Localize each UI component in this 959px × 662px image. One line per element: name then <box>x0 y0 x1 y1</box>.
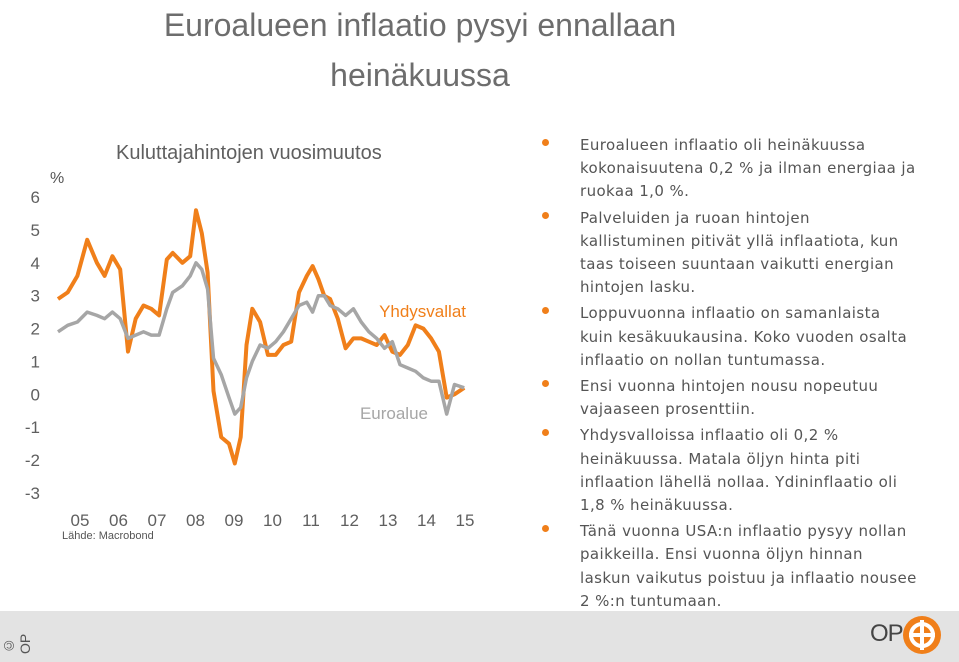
page-title-line-2: heinäkuussa <box>330 57 510 93</box>
copyright-text: © OP <box>1 633 33 654</box>
x-tick-label: 13 <box>379 511 398 530</box>
bullet-item: Yhdysvalloissa inflaatio oli 0,2 % heinä… <box>538 424 918 517</box>
x-tick-label: 15 <box>456 511 475 530</box>
y-tick-label: 4 <box>31 254 40 273</box>
y-tick-label: -2 <box>25 451 40 470</box>
bullet-text: Yhdysvalloissa inflaatio oli 0,2 % heinä… <box>580 426 898 515</box>
series-label: Yhdysvallat <box>379 302 466 321</box>
series-line-yhdysvallat <box>56 208 466 466</box>
series-label: Euroalue <box>360 404 428 423</box>
y-tick-label: 6 <box>31 188 40 207</box>
y-tick-label: 1 <box>31 352 40 371</box>
bullet-text: Palveluiden ja ruoan hintojen kallistumi… <box>580 208 899 297</box>
y-tick-label: -3 <box>25 484 40 503</box>
x-tick-label: 06 <box>109 511 128 530</box>
chart-title: Kuluttajahintojen vuosimuutos <box>116 142 382 164</box>
y-tick-label: 5 <box>31 221 40 240</box>
bullet-text: Loppuvuonna inflaatio on samanlaista kui… <box>580 304 908 369</box>
x-tick-label: 05 <box>71 511 90 530</box>
logo-text: OP <box>870 620 904 647</box>
x-tick-label: 12 <box>340 511 359 530</box>
op-logo-icon <box>903 616 941 654</box>
bullet-dot-icon <box>542 211 549 219</box>
bullet-item: Ensi vuonna hintojen nousu nopeutuu vaja… <box>538 375 918 421</box>
y-tick-label: 0 <box>31 385 40 404</box>
bullet-text: Euroalueen inflaatio oli heinäkuussa kok… <box>580 136 916 201</box>
bullet-dot-icon <box>542 525 549 533</box>
bullet-dot-icon <box>542 380 549 388</box>
x-tick-label: 09 <box>225 511 244 530</box>
op-logo: OP <box>870 614 944 656</box>
bullet-dot-icon <box>542 139 549 146</box>
x-tick-label: 08 <box>186 511 205 530</box>
x-tick-label: 14 <box>417 511 436 530</box>
page-title: Euroalueen inflaatio pysyi ennallaan hei… <box>140 0 700 100</box>
chart-source: Lähde: Macrobond <box>62 530 154 542</box>
y-tick-label: -1 <box>25 418 40 437</box>
bullet-item: Palveluiden ja ruoan hintojen kallistumi… <box>538 207 918 300</box>
bullet-item: Euroalueen inflaatio oli heinäkuussa kok… <box>538 134 918 204</box>
bullet-text: Tänä vuonna USA:n inflaatio pysyy nollan… <box>580 522 917 610</box>
bullet-list: Euroalueen inflaatio oli heinäkuussa kok… <box>538 134 918 616</box>
x-tick-label: 07 <box>148 511 167 530</box>
page-title-line-1: Euroalueen inflaatio pysyi ennallaan <box>163 7 677 43</box>
footer-bar <box>0 611 959 662</box>
bullet-item: Tänä vuonna USA:n inflaatio pysyy nollan… <box>538 520 918 613</box>
bullet-item: Loppuvuonna inflaatio on samanlaista kui… <box>538 302 918 372</box>
bullet-dot-icon <box>542 307 549 315</box>
bullet-text: Ensi vuonna hintojen nousu nopeutuu vaja… <box>580 377 879 419</box>
series-line-euroalue <box>57 261 465 416</box>
y-tick-label: 3 <box>31 287 40 306</box>
y-axis-unit: % <box>50 170 65 187</box>
x-tick-label: 11 <box>302 511 320 530</box>
y-tick-label: 2 <box>31 320 40 339</box>
bullet-dot-icon <box>542 429 549 437</box>
x-tick-label: 10 <box>263 511 282 530</box>
